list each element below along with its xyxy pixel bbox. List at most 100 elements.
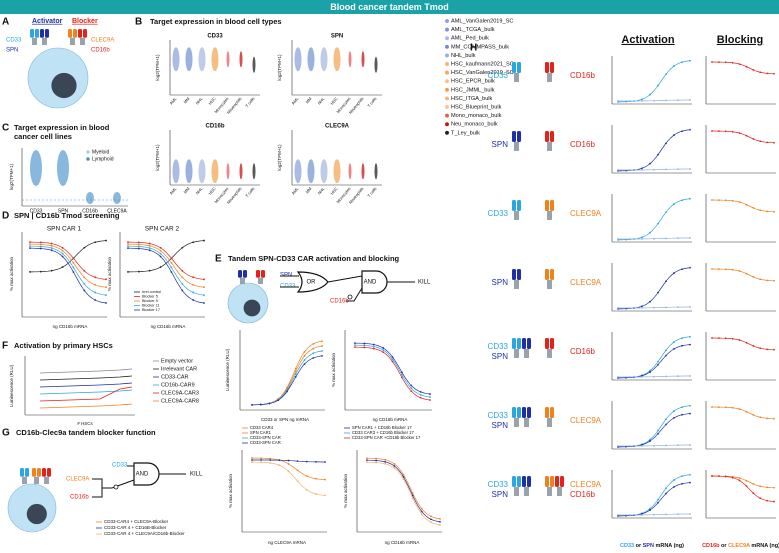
receptor-stalk (32, 37, 37, 45)
curve-point (711, 475, 713, 477)
curve-point (731, 268, 734, 271)
violin (294, 47, 302, 72)
curve-point (372, 343, 375, 346)
x-axis-label: ng CD16b mRNA (53, 324, 88, 329)
curve-point (39, 247, 42, 250)
subplot-title: CLEC9A (325, 124, 350, 130)
curve-point (759, 140, 762, 143)
curve-point (312, 357, 315, 359)
curve-point (689, 513, 691, 515)
receptor-domain (35, 29, 39, 38)
receptor-domain (517, 131, 521, 142)
curve-point (400, 376, 403, 379)
curve-point (50, 242, 53, 245)
receptor-domain (522, 476, 526, 487)
curve-point (766, 279, 769, 282)
curve-point (759, 347, 762, 350)
curve-point (752, 207, 755, 209)
curve-point (681, 482, 683, 485)
curve-point (752, 492, 755, 495)
panel-letter: G (2, 428, 10, 439)
panel-letter: B (135, 17, 142, 28)
curve-point (391, 356, 394, 358)
curve-point (759, 416, 762, 419)
wire (92, 465, 186, 498)
receptor-domain (78, 29, 82, 38)
x-axis-label-part: or (721, 543, 727, 549)
x-axis-label-part: CD16b (702, 543, 720, 549)
curve-point (673, 272, 675, 274)
y-axis-label: % max activation (343, 473, 348, 508)
curve-point (384, 458, 387, 461)
curve-point (657, 432, 659, 435)
curve-point (312, 343, 315, 345)
receptor-stalk (240, 277, 245, 284)
violin (374, 56, 378, 73)
receptor-domain (512, 476, 516, 487)
y-axis-label: % max activation (107, 256, 112, 291)
curve-point (321, 340, 323, 343)
curve-point (269, 462, 272, 464)
x-axis-label: CD33 or SPN mRNA (ng) (620, 543, 684, 549)
receptor-domain (545, 407, 549, 418)
curve-point (203, 286, 205, 289)
curve-point (192, 241, 195, 244)
curve-point (50, 249, 53, 252)
receptor-stalk (547, 487, 552, 496)
curve-point (203, 278, 205, 281)
curve-point (127, 271, 129, 273)
receptor-domain (68, 29, 72, 38)
x-axis-label-part: mRNA (ng) (751, 543, 779, 549)
curve-point (773, 348, 775, 351)
x-tick-label: HSC (329, 186, 338, 196)
curve-point (681, 268, 683, 271)
curve-point (745, 485, 748, 488)
curve-point (137, 270, 140, 273)
x-axis-label-part: SPN (643, 543, 654, 549)
curve-point (72, 257, 75, 260)
legend-swatch (86, 150, 90, 154)
x-tick-label: AML (290, 96, 300, 106)
curve-point (39, 243, 42, 246)
receptor-stalk (524, 487, 529, 496)
curve-point (681, 344, 683, 347)
curve-point (717, 130, 720, 132)
curve-point (773, 141, 775, 144)
violin (211, 47, 219, 72)
curve-point (745, 479, 748, 482)
curve-point (50, 247, 53, 249)
violin (348, 163, 352, 180)
curve-point (745, 272, 748, 275)
blocker-label: Blocker (72, 18, 98, 25)
legend-swatch (445, 130, 449, 135)
legend-swatch (445, 122, 449, 127)
curve-point (94, 241, 97, 244)
x-axis-label-part: CLEC9A (728, 543, 750, 549)
curve-point (61, 249, 64, 252)
curve-point (689, 335, 691, 338)
curve-point (617, 514, 619, 516)
curve-point (429, 518, 432, 521)
curve-point (192, 276, 195, 279)
curve-point (324, 478, 326, 481)
curve (618, 405, 691, 448)
curve (618, 482, 691, 517)
legend-swatch (445, 70, 449, 75)
curve-point (649, 300, 651, 303)
violin (185, 159, 193, 184)
legend-label: CD33-CAR4 + CLEC9A-Blocker (104, 519, 169, 524)
curve-point (94, 291, 97, 294)
curve (29, 247, 107, 304)
curve (367, 459, 441, 523)
curve-point (689, 444, 691, 446)
target-label: CLEC9A (570, 416, 602, 425)
x-tick-label: MM (182, 186, 190, 194)
curve-point (738, 201, 741, 203)
curve-point (738, 477, 741, 479)
legend-label: MM_COMMPASS_bulk (451, 44, 509, 50)
curve-point (745, 341, 748, 344)
curve-point (689, 99, 691, 101)
receptor-domain (42, 468, 46, 477)
x-tick-label: MM (304, 186, 312, 194)
curve-point (286, 390, 288, 393)
